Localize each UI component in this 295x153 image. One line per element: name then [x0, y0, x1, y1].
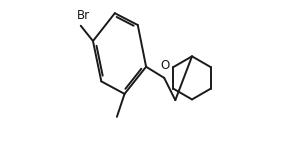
Text: O: O	[160, 59, 170, 72]
Text: Br: Br	[77, 9, 90, 22]
